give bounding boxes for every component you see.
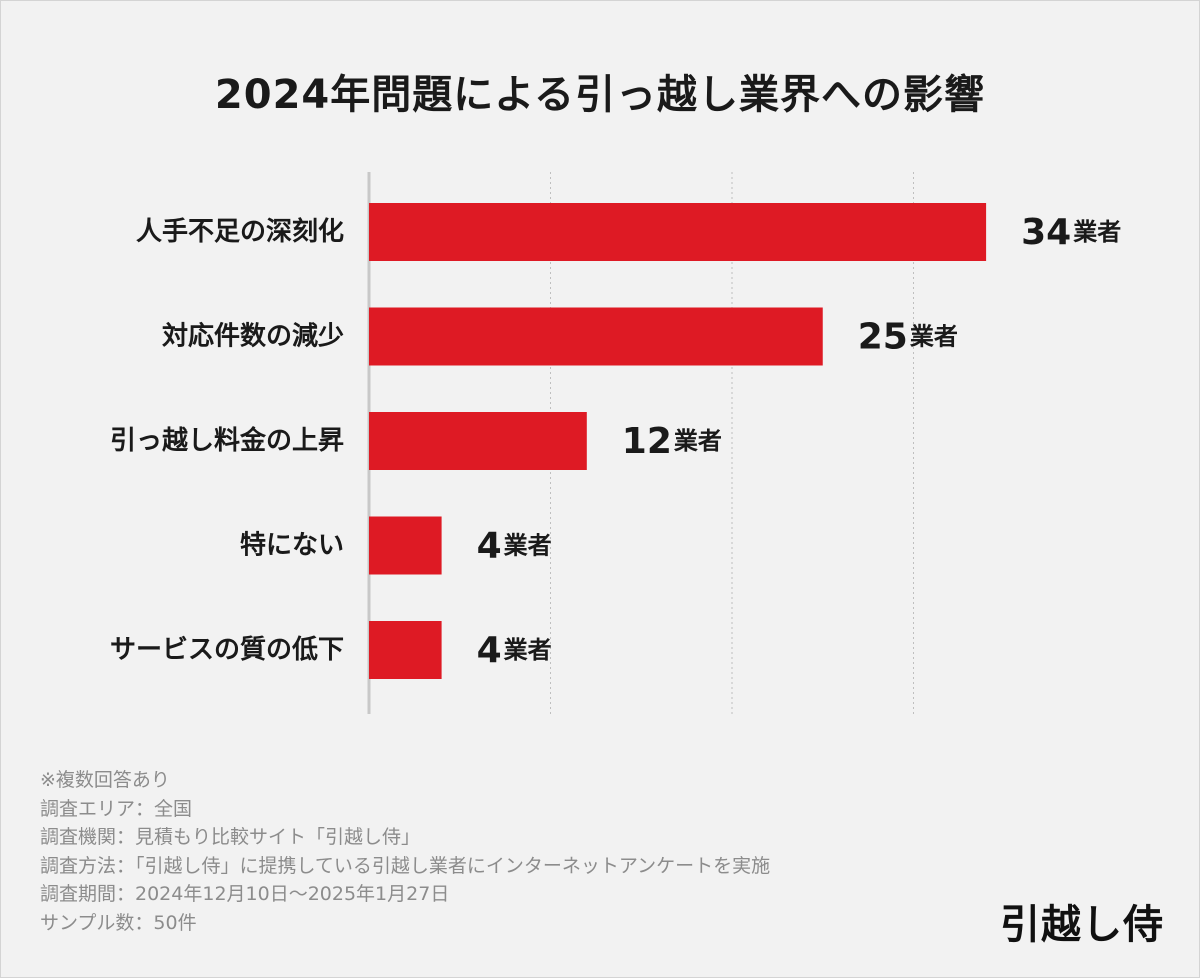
value-number: 25: [858, 316, 908, 357]
value-unit: 業者: [674, 427, 722, 455]
value-number: 4: [477, 630, 502, 671]
category-label: 特にない: [240, 530, 344, 561]
category-label: 対応件数の減少: [162, 321, 344, 352]
note-survey-period: 調査期間：2024年12月10日～2025年1月27日: [40, 883, 450, 905]
value-label: 25業者: [858, 316, 958, 357]
note-survey-method: 調査方法：「引越し侍」に提携している引越し業者にインターネットアンケートを実施: [40, 854, 771, 877]
chart-title: 2024年問題による引っ越し業界への影響: [214, 72, 986, 118]
note-survey-organization: 調査機関：見積もり比較サイト「引越し侍」: [40, 826, 421, 848]
value-unit: 業者: [504, 636, 552, 664]
value-number: 4: [477, 525, 502, 566]
value-unit: 業者: [504, 532, 552, 560]
note-sample-size: サンプル数：50件: [40, 911, 197, 934]
value-label: 34業者: [1021, 212, 1121, 253]
value-number: 12: [622, 421, 672, 462]
bar: [369, 621, 442, 679]
category-label: 人手不足の深刻化: [136, 216, 344, 247]
category-label: 引っ越し料金の上昇: [110, 425, 344, 456]
survey-notes: ※複数回答あり 調査エリア：全国 調査機関：見積もり比較サイト「引越し侍」 調査…: [40, 766, 770, 937]
bars: [369, 203, 987, 679]
value-unit: 業者: [910, 323, 958, 351]
value-label: 12業者: [622, 421, 722, 462]
note-multiple-answers: ※複数回答あり: [40, 769, 170, 791]
brand-logo: 引越し侍: [1000, 902, 1164, 948]
value-label: 4業者: [477, 630, 552, 671]
value-label: 4業者: [477, 525, 552, 566]
value-number: 34: [1021, 212, 1071, 253]
bar: [369, 203, 987, 261]
bar: [369, 307, 823, 366]
bar: [369, 516, 442, 575]
category-label: サービスの質の低下: [110, 635, 344, 665]
value-unit: 業者: [1073, 218, 1121, 246]
note-survey-area: 調査エリア：全国: [40, 797, 193, 820]
bar: [369, 412, 587, 470]
